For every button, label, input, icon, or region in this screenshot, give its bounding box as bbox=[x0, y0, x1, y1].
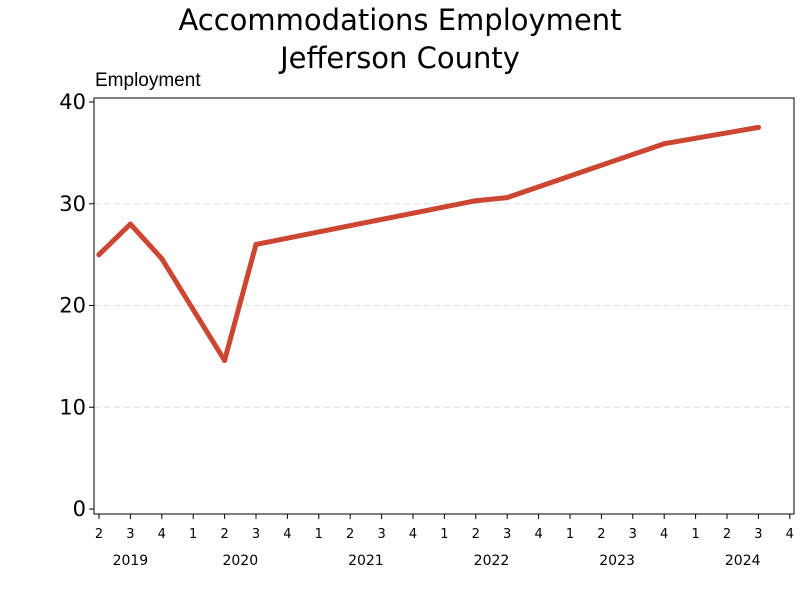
x-tick-label: 2 bbox=[220, 527, 228, 542]
x-tick-label: 2 bbox=[723, 527, 731, 542]
data-point bbox=[159, 256, 165, 262]
y-tick-label: 10 bbox=[59, 395, 86, 419]
x-tick-label: 2 bbox=[95, 527, 103, 542]
x-tick-label: 2 bbox=[472, 527, 480, 542]
x-tick-label: 4 bbox=[283, 527, 291, 542]
x-year-label: 2022 bbox=[474, 553, 510, 569]
x-tick-label: 1 bbox=[691, 527, 699, 542]
data-point bbox=[253, 241, 259, 248]
data-point bbox=[755, 124, 762, 131]
x-tick-label: 3 bbox=[629, 527, 637, 542]
y-axis-label: Employment bbox=[95, 70, 201, 91]
x-tick-label: 2 bbox=[346, 527, 354, 542]
x-tick-label: 4 bbox=[158, 527, 166, 542]
chart-subtitle: Jefferson County bbox=[278, 41, 520, 75]
y-tick-label: 0 bbox=[73, 497, 86, 521]
x-tick-label: 2 bbox=[597, 527, 605, 542]
data-point bbox=[661, 141, 667, 147]
x-tick-label: 3 bbox=[503, 527, 511, 542]
data-point bbox=[127, 221, 133, 227]
data-point bbox=[473, 198, 479, 204]
y-axis: 0 10 20 30 40 bbox=[59, 90, 94, 521]
x-tick-label: 4 bbox=[409, 527, 417, 542]
x-year-label: 2020 bbox=[222, 553, 258, 569]
series-group bbox=[96, 124, 762, 364]
x-year-label: 2023 bbox=[599, 553, 635, 569]
x-tick-label: 4 bbox=[534, 527, 542, 542]
x-tick-label: 3 bbox=[754, 527, 762, 542]
x-tick-label: 1 bbox=[189, 527, 197, 542]
x-year-label: 2019 bbox=[113, 553, 149, 569]
y-tick-label: 40 bbox=[59, 90, 86, 114]
x-tick-label: 4 bbox=[786, 527, 794, 542]
x-tick-label: 1 bbox=[566, 527, 574, 542]
x-year-label: 2024 bbox=[725, 553, 761, 569]
gridlines bbox=[94, 203, 794, 408]
data-point bbox=[504, 195, 510, 201]
x-tick-label: 1 bbox=[440, 527, 448, 542]
data-point bbox=[96, 252, 102, 258]
x-tick-label: 3 bbox=[126, 527, 134, 542]
y-tick-label: 30 bbox=[59, 192, 86, 216]
series-line bbox=[96, 124, 761, 363]
x-axis-year-labels: 2019 2020 2021 2022 2023 2024 bbox=[113, 553, 761, 569]
x-tick-label: 3 bbox=[252, 527, 260, 542]
data-point bbox=[222, 357, 228, 364]
x-tick-label: 3 bbox=[377, 527, 385, 542]
x-year-label: 2021 bbox=[348, 553, 384, 569]
x-axis: 2 3 4 1 2 3 4 1 2 3 4 1 2 3 4 1 2 3 4 1 2 3 4 bbox=[95, 514, 794, 542]
chart-title: Accommodations Employment bbox=[178, 3, 621, 37]
x-tick-label: 4 bbox=[660, 527, 668, 542]
x-tick-label: 1 bbox=[315, 527, 323, 542]
y-tick-label: 20 bbox=[59, 294, 86, 318]
